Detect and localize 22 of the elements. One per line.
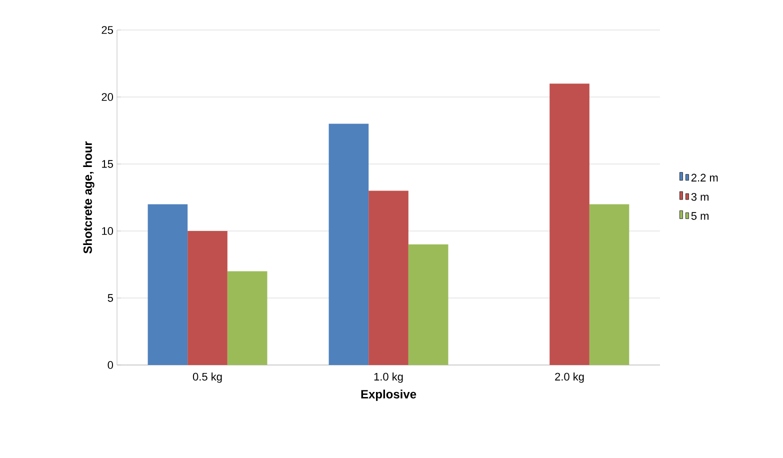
bar: [227, 271, 268, 365]
bar: [550, 84, 590, 365]
x-tick-label: 0.5 kg: [192, 372, 222, 383]
legend-label: 2.2 m: [691, 174, 718, 182]
bar: [188, 231, 228, 365]
y-tick-label: 25: [102, 26, 113, 34]
x-tick-label: 2.0 kg: [555, 372, 584, 383]
x-axis-title: Explosive: [361, 390, 416, 401]
bar: [368, 190, 408, 365]
y-tick-label: 5: [108, 294, 113, 302]
legend-label: 3 m: [691, 192, 708, 201]
y-tick-label: 15: [102, 160, 113, 168]
legend-label: 5 m: [691, 212, 708, 220]
y-axis-title: Shotcrete age, hour: [83, 141, 94, 254]
bar: [328, 124, 369, 365]
bar: [408, 244, 448, 365]
y-tick-label: 20: [102, 93, 114, 101]
bar: [148, 204, 188, 365]
x-tick-label: 1.0 kg: [374, 372, 403, 383]
y-tick-label: 10: [102, 227, 114, 235]
bar: [589, 204, 630, 365]
y-tick-label: 0: [108, 361, 114, 369]
